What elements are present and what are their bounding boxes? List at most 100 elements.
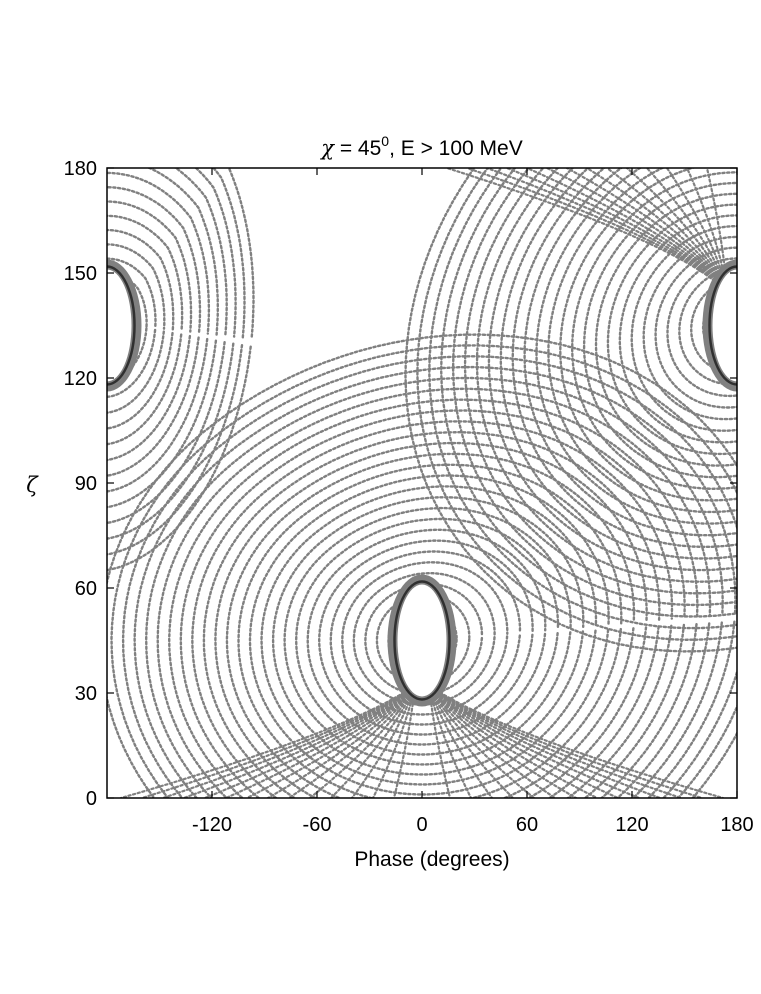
contour-line — [294, 517, 560, 756]
contour-line — [559, 168, 737, 502]
beam-holes — [107, 259, 737, 707]
contour-line — [283, 506, 572, 766]
contour-line — [224, 669, 426, 798]
contour-line — [654, 246, 737, 409]
contour-line — [465, 168, 729, 297]
contour-line — [419, 669, 599, 798]
contour-line — [133, 365, 737, 798]
y-tick-label: 60 — [75, 578, 97, 600]
contour-line — [107, 186, 202, 477]
contour-line — [371, 669, 419, 798]
contour-line — [110, 344, 737, 798]
contour-line — [666, 257, 737, 398]
contour-line — [418, 669, 620, 798]
contour-line — [107, 200, 193, 462]
hole — [107, 269, 132, 382]
chart-title-superscript: 0 — [381, 133, 389, 149]
contour-line — [287, 669, 423, 798]
x-tick-label: 120 — [615, 814, 648, 836]
contour-line — [121, 355, 737, 798]
contour-line — [107, 168, 246, 556]
contour-line — [260, 485, 598, 786]
contour-line — [182, 669, 428, 798]
chart-title-chi-symbol: χ — [319, 136, 335, 160]
contour-line — [445, 168, 729, 297]
contour-line — [203, 669, 427, 798]
x-axis-ticks: -120 -60 0 60 120 180 — [192, 168, 754, 836]
contour-line — [161, 669, 429, 798]
contour-line — [425, 669, 473, 798]
y-tick-label: 120 — [64, 368, 97, 390]
contour-line — [423, 669, 515, 798]
contour-line — [535, 168, 737, 525]
contour-line — [364, 582, 484, 696]
contour-line — [645, 168, 729, 297]
contour-line — [308, 669, 422, 798]
contour-line — [422, 669, 536, 798]
y-tick-label: 30 — [75, 683, 97, 705]
contour-line — [107, 168, 228, 525]
hole-ring — [107, 265, 136, 386]
contour-line — [665, 168, 729, 297]
contour-line — [107, 168, 255, 572]
contour-line — [156, 387, 712, 798]
contour-line — [605, 168, 729, 297]
contour-line — [107, 243, 166, 414]
contour-line — [585, 168, 729, 297]
contour-line — [107, 168, 220, 509]
contour-line — [414, 669, 704, 798]
contour-line — [266, 669, 424, 798]
contour-line — [426, 669, 452, 798]
chart-title-chi-value: = 45 — [334, 137, 381, 160]
contour-line — [547, 168, 737, 514]
contour-line — [487, 168, 737, 572]
contour-line — [107, 228, 175, 430]
contour-line — [678, 268, 737, 386]
y-tick-label: 90 — [75, 473, 97, 495]
contour-line — [582, 181, 737, 479]
contour-line — [475, 168, 737, 583]
y-tick-label: 150 — [64, 263, 97, 285]
contour-line — [107, 171, 211, 493]
y-tick-label: 180 — [64, 158, 97, 180]
y-tick-label: 0 — [86, 788, 97, 810]
contour-line — [415, 669, 683, 798]
contour-line — [119, 669, 431, 798]
contour-line — [463, 168, 737, 595]
contour-line — [499, 168, 737, 560]
contour-line — [565, 168, 729, 297]
contour-line — [107, 168, 237, 540]
contour-line — [417, 669, 641, 798]
contour-line — [424, 669, 494, 798]
contour-line — [225, 452, 636, 798]
x-tick-label: 60 — [516, 814, 538, 836]
y-axis-ticks: 0 30 60 90 120 150 180 — [64, 158, 737, 810]
contour-line — [107, 333, 737, 798]
hole — [397, 584, 447, 697]
contour-line — [167, 398, 699, 798]
contour-line — [525, 168, 729, 297]
contour-line — [416, 669, 662, 798]
contour-line — [523, 168, 737, 537]
chart-title-energy: , E > 100 MeV — [389, 137, 523, 160]
contour-line — [140, 669, 430, 798]
contour-line — [107, 257, 157, 399]
contour-line — [685, 168, 729, 297]
contour-line — [642, 235, 737, 421]
contour-line — [618, 214, 737, 444]
contour-line — [594, 192, 737, 467]
contour-line — [606, 203, 737, 456]
y-axis-title: ζ — [26, 473, 39, 497]
contour-line — [421, 669, 557, 798]
contour-line — [214, 441, 648, 798]
contour-line — [428, 168, 737, 630]
contour-line — [505, 168, 729, 297]
contour-line — [420, 669, 578, 798]
contour-line — [352, 572, 496, 706]
contour-line — [144, 376, 724, 798]
contour-line — [245, 669, 425, 798]
hole-ring — [708, 265, 737, 386]
x-tick-label: -60 — [303, 814, 332, 836]
hole-ring — [393, 580, 451, 701]
